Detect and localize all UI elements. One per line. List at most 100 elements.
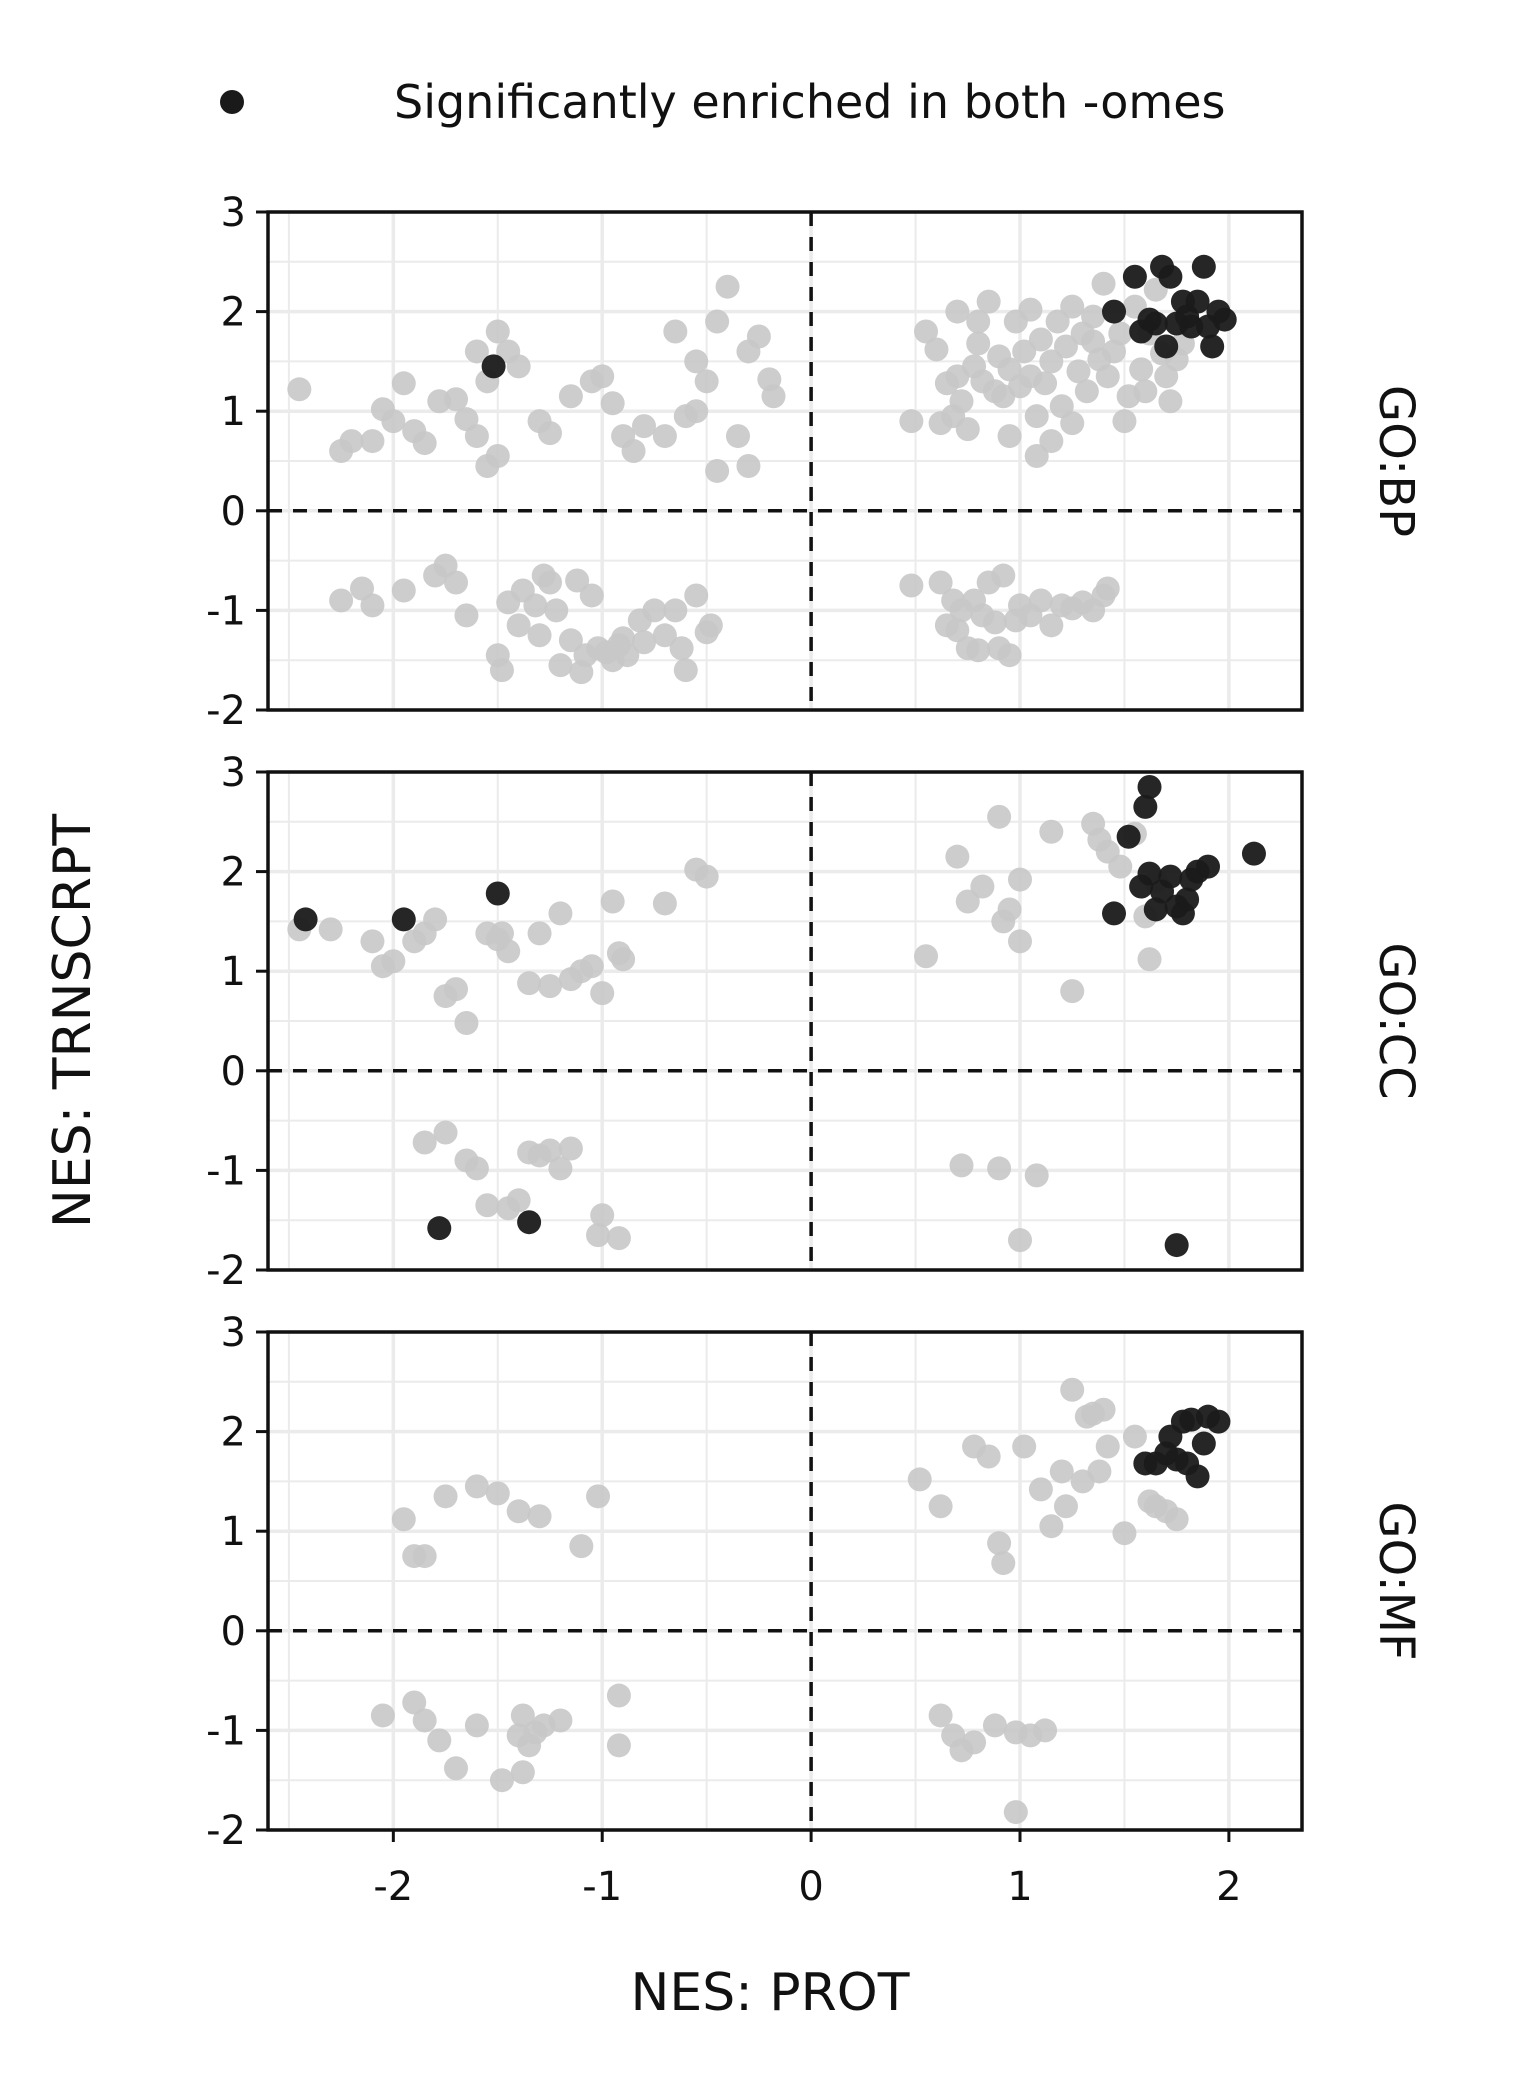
data-point-other — [464, 1713, 489, 1738]
data-point-other — [1060, 1377, 1085, 1402]
data-point-other — [506, 354, 531, 379]
data-point-other — [1087, 1459, 1112, 1484]
data-point-other — [1008, 1228, 1032, 1253]
data-point-other — [761, 384, 786, 409]
data-point-other — [1003, 1800, 1028, 1825]
data-point-other — [433, 1484, 458, 1509]
data-point-other — [955, 889, 980, 914]
data-point-significant — [1158, 264, 1183, 289]
data-point-other — [538, 1138, 562, 1163]
data-point-other — [970, 874, 995, 899]
data-point-other — [914, 944, 938, 969]
data-point-other — [987, 1156, 1012, 1181]
data-point-other — [1028, 1477, 1053, 1502]
data-point-significant — [1212, 307, 1237, 332]
data-point-other — [1033, 371, 1058, 396]
data-point-other — [370, 1703, 395, 1728]
data-point-other — [475, 1193, 500, 1218]
data-point-other — [726, 424, 750, 449]
data-point-other — [565, 568, 590, 593]
data-point-other — [928, 1703, 953, 1728]
data-point-other — [590, 364, 615, 389]
data-point-other — [1133, 379, 1158, 404]
y-tick-label: 1 — [221, 949, 246, 995]
data-point-other — [489, 1768, 514, 1793]
data-point-other — [544, 598, 569, 623]
data-point-other — [976, 289, 1001, 314]
x-tick-label: 2 — [1216, 1864, 1241, 1910]
data-point-other — [698, 613, 723, 638]
data-point-other — [1095, 576, 1120, 601]
y-tick-label: -2 — [206, 1808, 246, 1854]
data-point-other — [444, 977, 468, 1002]
data-point-other — [1039, 819, 1064, 844]
data-point-other — [652, 891, 677, 916]
data-point-other — [569, 1534, 594, 1559]
data-point-other — [391, 371, 416, 396]
data-point-other — [464, 1156, 489, 1181]
data-point-other — [1066, 359, 1091, 384]
data-point-other — [523, 593, 548, 618]
data-point-other — [705, 458, 730, 483]
data-point-other — [1028, 588, 1053, 613]
data-point-significant — [1175, 887, 1200, 912]
legend-marker — [220, 90, 244, 114]
data-point-other — [1012, 1434, 1037, 1459]
data-point-significant — [1122, 264, 1147, 289]
data-point-other — [684, 583, 709, 608]
data-point-other — [673, 658, 698, 683]
data-point-other — [485, 319, 510, 344]
data-point-significant — [1143, 311, 1168, 336]
data-point-other — [360, 429, 385, 454]
data-point-other — [485, 1481, 510, 1506]
data-point-other — [412, 431, 437, 456]
data-point-significant — [1179, 314, 1204, 339]
data-point-other — [606, 1226, 631, 1251]
data-point-other — [642, 598, 667, 623]
data-point-other — [1060, 294, 1085, 319]
data-point-other — [899, 409, 924, 434]
y-tick-label: 1 — [221, 1509, 246, 1555]
y-tick-label: 3 — [221, 750, 246, 796]
data-point-other — [1039, 1514, 1064, 1539]
data-point-other — [673, 404, 698, 429]
data-point-other — [982, 610, 1007, 635]
data-point-other — [558, 384, 583, 409]
data-point-significant — [1158, 864, 1183, 889]
data-point-significant — [1206, 1409, 1231, 1434]
y-tick-label: -1 — [206, 588, 246, 634]
legend: Significantly enriched in both -omes — [220, 72, 1225, 132]
data-point-other — [705, 309, 730, 334]
y-tick-label: 2 — [221, 850, 246, 896]
data-point-significant — [1133, 794, 1158, 819]
panel-frame — [266, 210, 1304, 712]
facet-label: GO:BP — [1368, 385, 1424, 537]
data-point-other — [746, 324, 771, 349]
facet-label: GO:CC — [1368, 942, 1424, 1099]
data-point-other — [1081, 329, 1106, 354]
data-point-other — [1112, 409, 1137, 434]
data-point-other — [329, 588, 354, 613]
y-tick-label: 0 — [221, 1609, 246, 1655]
data-point-other — [506, 1499, 531, 1524]
data-point-other — [1122, 1424, 1147, 1449]
data-point-other — [945, 299, 970, 324]
data-point-other — [949, 389, 974, 414]
data-point-significant — [1164, 1233, 1189, 1258]
data-point-other — [506, 1188, 531, 1213]
data-point-other — [982, 1713, 1007, 1738]
data-point-other — [907, 1467, 932, 1492]
data-point-other — [391, 1507, 416, 1532]
data-point-other — [632, 630, 656, 655]
data-point-other — [360, 593, 385, 618]
data-point-other — [1095, 364, 1120, 389]
data-point-other — [464, 1474, 489, 1499]
data-point-other — [1039, 613, 1064, 638]
data-point-other — [360, 929, 385, 954]
data-point-other — [1129, 357, 1154, 382]
y-tick-label: -2 — [206, 1248, 246, 1294]
data-point-other — [287, 377, 312, 402]
data-point-other — [412, 1708, 437, 1733]
legend-label: Significantly enriched in both -omes — [394, 75, 1226, 129]
